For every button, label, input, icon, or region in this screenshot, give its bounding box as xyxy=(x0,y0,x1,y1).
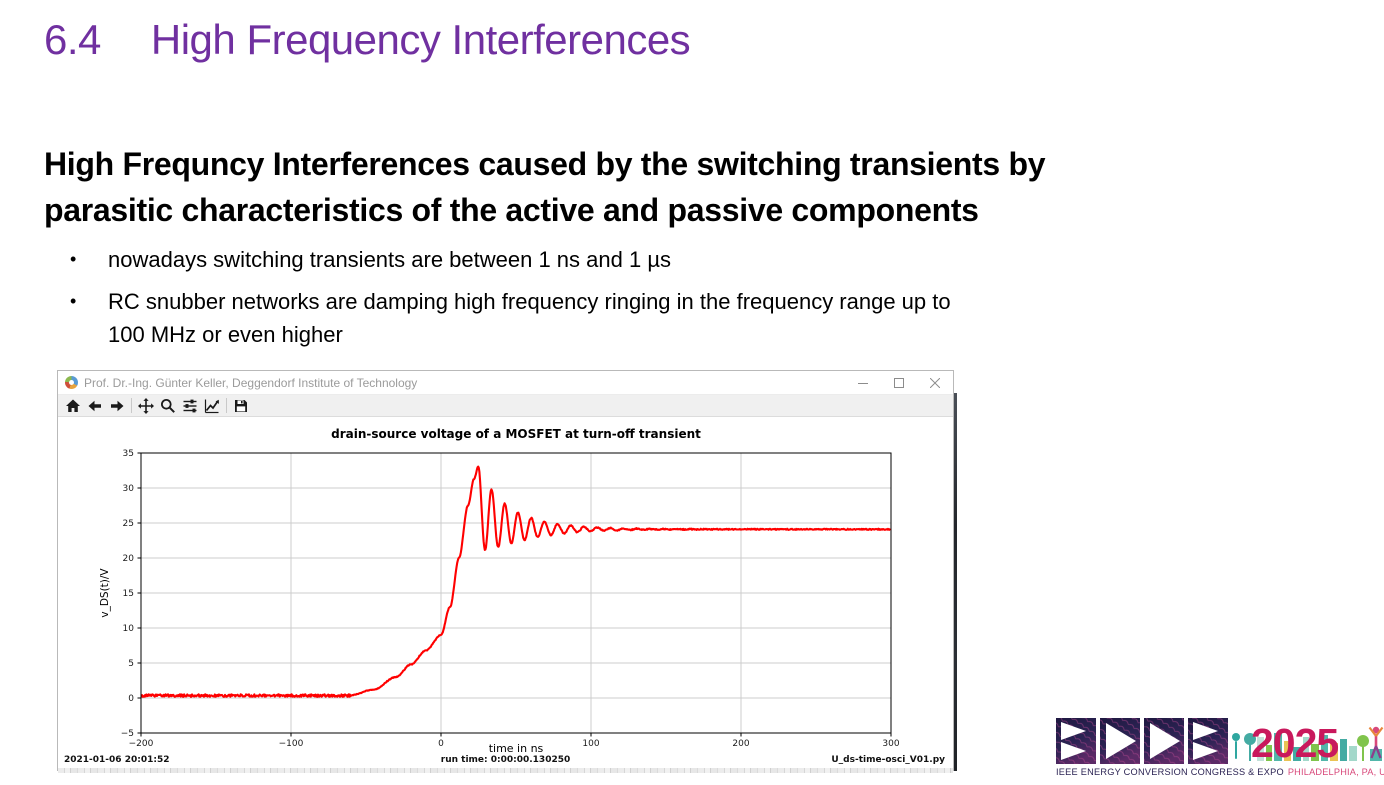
ecce-letter-E1 xyxy=(1056,718,1096,764)
configure-subplots-button[interactable] xyxy=(179,396,201,415)
chart: −200 −100 0 100 200 300 −5 0 5 10 15 20 25 30 35 drain-… xyxy=(99,427,900,755)
ecce-letter-C1 xyxy=(1100,718,1140,764)
x-tick-label: 0 xyxy=(438,739,444,749)
toolbar-separator xyxy=(131,398,132,413)
y-tick-label: 0 xyxy=(128,694,134,704)
chart-title: drain-source voltage of a MOSFET at turn… xyxy=(331,427,701,441)
home-button[interactable] xyxy=(62,396,84,415)
ecce-caption-row: IEEE ENERGY CONVERSION CONGRESS & EXPO P… xyxy=(1056,767,1384,777)
x-axis-label: time in ns xyxy=(489,742,544,755)
y-tick-label: 20 xyxy=(123,554,135,564)
edit-parameters-button[interactable] xyxy=(201,396,223,415)
desktop-edge-sliver xyxy=(954,393,957,771)
toolbar-separator xyxy=(226,398,227,413)
ecce-location-text: PHILADELPHIA, PA, USA xyxy=(1287,767,1384,777)
y-tick-label: −5 xyxy=(121,729,134,739)
minimize-button[interactable] xyxy=(845,372,881,394)
ecce-letter-C2 xyxy=(1144,718,1184,764)
home-icon xyxy=(66,399,80,412)
section-title-text: High Frequency Interferences xyxy=(150,16,691,63)
x-tick-label: 300 xyxy=(882,739,899,749)
back-button[interactable] xyxy=(84,396,106,415)
bullet-list: • nowadays switching transients are betw… xyxy=(70,243,1230,360)
y-tick-label: 35 xyxy=(123,449,134,459)
y-tick-label: 5 xyxy=(128,659,134,669)
magnifier-icon xyxy=(161,398,175,413)
x-tick-label: 200 xyxy=(732,739,749,749)
minimize-icon xyxy=(858,382,868,384)
figure-canvas[interactable]: −200 −100 0 100 200 300 −5 0 5 10 15 20 25 30 35 drain-… xyxy=(58,417,953,773)
matplotlib-logo-icon xyxy=(65,376,78,389)
slide-heading: High Frequncy Interferences caused by th… xyxy=(44,141,1046,233)
maximize-button[interactable] xyxy=(881,372,917,394)
bullet-2-text: RC snubber networks are damping high fre… xyxy=(108,285,951,351)
bullet-item-1: • nowadays switching transients are betw… xyxy=(70,243,1230,276)
screenshot-noise-strip xyxy=(58,768,953,773)
section-title: 6.4 High Frequency Interferences xyxy=(44,16,691,64)
matplotlib-window: Prof. Dr.-Ing. Günter Keller, Deggendorf… xyxy=(57,370,954,773)
y-axis-label: v_DS(t)/V xyxy=(99,568,111,618)
y-tick-label: 25 xyxy=(123,519,134,529)
status-script-name: U_ds-time-osci_V01.py xyxy=(831,755,945,765)
matplotlib-toolbar xyxy=(58,395,953,417)
ecce-2025-logo: 2025 IEEE ENERGY CONVERSION CONGRESS & E… xyxy=(1056,716,1384,782)
maximize-icon xyxy=(894,377,904,388)
close-button[interactable] xyxy=(917,372,953,394)
voltage-curve xyxy=(141,465,891,698)
close-icon xyxy=(930,377,940,388)
zoom-button[interactable] xyxy=(157,396,179,415)
line-chart-icon xyxy=(204,399,219,413)
ecce-year-text: 2025 xyxy=(1251,720,1339,766)
ecce-congress-text: IEEE ENERGY CONVERSION CONGRESS & EXPO xyxy=(1056,767,1284,777)
forward-button[interactable] xyxy=(106,396,128,415)
status-datetime: 2021-01-06 20:01:52 xyxy=(64,755,170,765)
ecce-logo-row: 2025 xyxy=(1056,716,1384,765)
bullet-dot: • xyxy=(70,291,77,311)
city-skyline-graphic xyxy=(1244,733,1382,761)
ecce-letter-blocks xyxy=(1056,718,1228,764)
y-tick-label: 15 xyxy=(123,589,134,599)
status-runtime: run time: 0:00:00.130250 xyxy=(440,755,571,765)
section-number: 6.4 xyxy=(44,16,101,63)
y-tick-label: 10 xyxy=(123,624,135,634)
floppy-disk-icon xyxy=(235,399,247,412)
sliders-icon xyxy=(183,399,197,412)
bullet-item-2: • RC snubber networks are damping high f… xyxy=(70,285,1230,351)
back-arrow-icon xyxy=(88,400,101,411)
bullet-2-line-2: 100 MHz or even higher xyxy=(108,322,343,347)
bullet-dot: • xyxy=(70,249,77,269)
x-tick-label: −200 xyxy=(129,739,154,749)
ecce-year-group: 2025 xyxy=(1243,716,1384,765)
figure-statusbar: 2021-01-06 20:01:52 run time: 0:00:00.13… xyxy=(58,755,953,768)
x-tick-label: −100 xyxy=(279,739,304,749)
celebrating-person-icon xyxy=(1368,726,1384,759)
window-title: Prof. Dr.-Ing. Günter Keller, Deggendorf… xyxy=(84,375,418,390)
pan-icon xyxy=(138,397,154,414)
pan-button[interactable] xyxy=(135,396,157,415)
y-tick-label: 30 xyxy=(123,484,135,494)
bullet-1-text: nowadays switching transients are betwee… xyxy=(108,247,671,272)
save-button[interactable] xyxy=(230,396,252,415)
window-titlebar[interactable]: Prof. Dr.-Ing. Günter Keller, Deggendorf… xyxy=(58,371,953,395)
x-tick-label: 100 xyxy=(582,739,599,749)
ecce-letter-E2 xyxy=(1188,718,1228,764)
lamppost-icon xyxy=(1232,733,1240,759)
heading-line-2: parasitic characteristics of the active … xyxy=(44,192,979,228)
heading-line-1: High Frequncy Interferences caused by th… xyxy=(44,146,1046,182)
forward-arrow-icon xyxy=(111,400,124,411)
window-controls xyxy=(845,372,953,394)
bullet-2-line-1: RC snubber networks are damping high fre… xyxy=(108,289,951,314)
